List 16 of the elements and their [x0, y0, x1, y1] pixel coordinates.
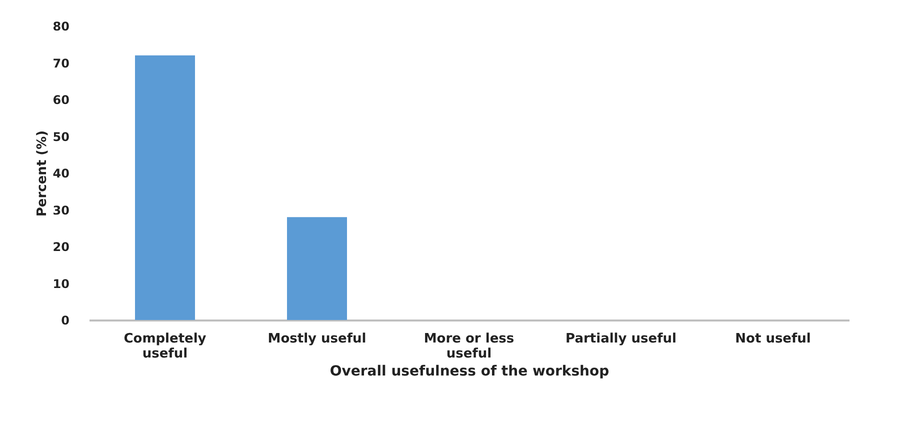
x-tick-label: Completely useful: [124, 332, 207, 362]
y-axis-title: Percent (%): [34, 130, 50, 217]
y-tick-label: 30: [52, 203, 70, 218]
y-tick-label: 0: [61, 314, 70, 328]
x-tick-label: Mostly useful: [268, 332, 366, 346]
x-tick-label: Partially useful: [566, 332, 676, 346]
x-axis-title: Overall usefulness of the workshop: [330, 364, 610, 380]
x-tick-label: Not useful: [735, 332, 811, 346]
y-tick-label: 40: [52, 166, 70, 180]
y-tick-label: 50: [52, 130, 70, 144]
y-tick-label: 60: [52, 93, 70, 107]
y-tick-label: 80: [52, 20, 70, 34]
y-tick-label: 10: [52, 276, 70, 291]
x-tick-label: More or less useful: [424, 332, 514, 362]
y-tick-label: 20: [52, 240, 70, 254]
y-tick-label: 70: [52, 56, 70, 70]
